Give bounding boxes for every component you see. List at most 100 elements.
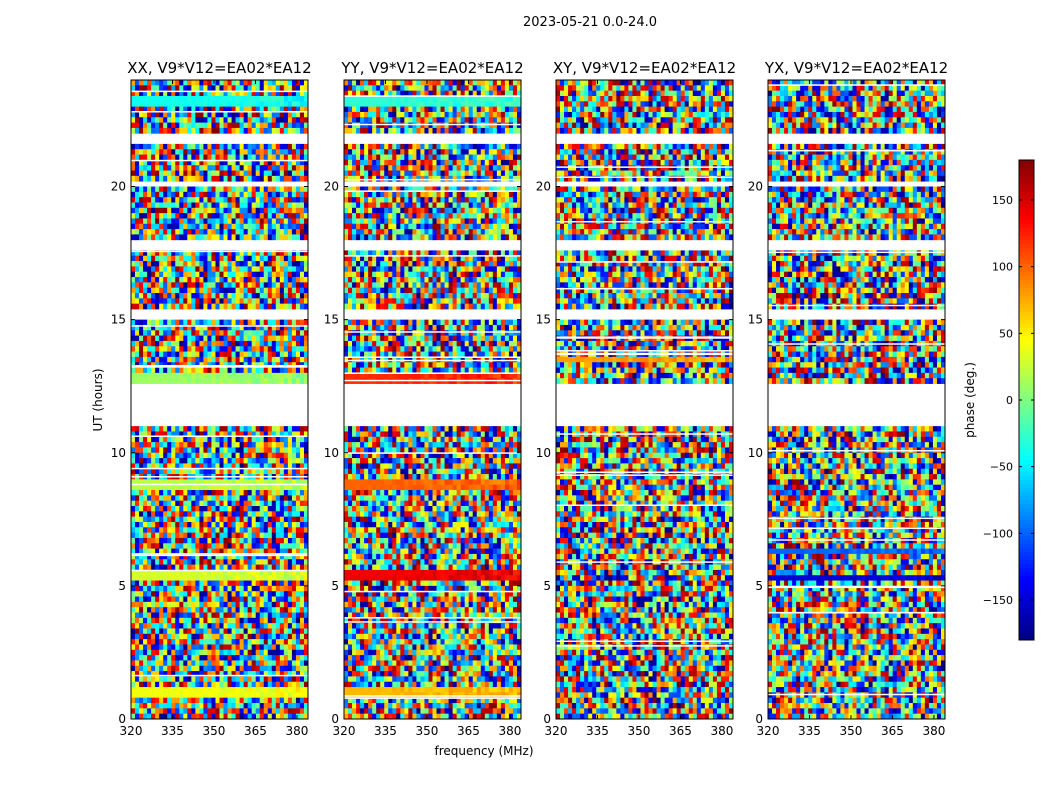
heatmap-cell	[147, 298, 152, 305]
heatmap-cell	[171, 452, 176, 459]
heatmap-cell	[159, 665, 164, 672]
heatmap-cell	[251, 537, 257, 544]
heatmap-cell	[171, 649, 176, 656]
heatmap-cell	[291, 564, 297, 571]
heatmap-cell	[155, 250, 160, 257]
heatmap-cell	[147, 559, 152, 565]
heatmap-cell	[131, 95, 136, 102]
heatmap-cell	[179, 532, 184, 539]
heatmap-cell	[275, 692, 281, 699]
heatmap-cell	[227, 713, 232, 720]
heatmap-cell	[179, 575, 184, 581]
heatmap-cell	[215, 229, 220, 235]
heatmap-cell	[171, 85, 176, 92]
heatmap-cell	[135, 378, 140, 384]
heatmap-cell	[239, 298, 245, 305]
heatmap-cell	[239, 111, 245, 118]
heatmap-cell	[295, 271, 301, 278]
heatmap-cell	[295, 356, 301, 363]
heatmap-cell	[255, 479, 261, 486]
heatmap-cell	[271, 255, 277, 262]
heatmap-cell	[299, 127, 305, 134]
heatmap-cell	[199, 287, 204, 294]
heatmap-cell	[163, 191, 168, 198]
heatmap-cell	[231, 213, 236, 219]
heatmap-cell	[139, 356, 144, 363]
heatmap-cell	[143, 553, 148, 560]
heatmap-cell	[191, 623, 196, 629]
heatmap-cell	[259, 229, 265, 235]
heatmap-cell	[287, 585, 293, 592]
heatmap-cell	[263, 85, 269, 92]
heatmap-cell	[239, 154, 245, 161]
heatmap-cell	[259, 681, 265, 688]
heatmap-cell	[388, 111, 393, 118]
heatmap-cell	[239, 378, 245, 384]
heatmap-cell	[287, 703, 293, 709]
heatmap-cell	[211, 346, 216, 352]
heatmap-cell	[175, 436, 180, 443]
heatmap-cell	[352, 85, 357, 92]
heatmap-cell	[263, 298, 269, 305]
heatmap-cell	[239, 559, 245, 565]
heatmap-cell	[215, 95, 220, 102]
heatmap-cell	[207, 580, 212, 587]
heatmap-cell	[295, 511, 301, 518]
heatmap-cell	[219, 511, 224, 518]
heatmap-cell	[247, 335, 253, 342]
heatmap-cell	[251, 708, 257, 715]
heatmap-cell	[271, 154, 277, 161]
heatmap-cell	[131, 106, 136, 113]
heatmap-cell	[299, 665, 305, 672]
heatmap-cell	[199, 324, 204, 331]
heatmap-cell	[171, 580, 176, 587]
heatmap-cell	[143, 330, 148, 336]
heatmap-cell	[147, 277, 152, 283]
heatmap-cell	[147, 692, 152, 699]
heatmap-cell	[291, 687, 297, 693]
heatmap-cell	[235, 159, 241, 166]
heatmap-cell	[275, 303, 281, 310]
heatmap-cell	[251, 495, 257, 502]
heatmap-cell	[171, 186, 176, 193]
heatmap-cell	[247, 271, 253, 278]
heatmap-cell	[135, 106, 140, 113]
heatmap-cell	[364, 95, 369, 102]
heatmap-cell	[247, 426, 253, 432]
heatmap-cell	[247, 319, 253, 326]
heatmap-cell	[131, 575, 136, 581]
heatmap-cell	[303, 367, 309, 374]
heatmap-cell	[163, 223, 168, 230]
heatmap-cell	[155, 431, 160, 438]
heatmap-cell	[287, 170, 293, 177]
heatmap-cell	[275, 649, 281, 656]
heatmap-cell	[408, 106, 413, 113]
heatmap-cell	[512, 95, 518, 102]
heatmap-cell	[259, 80, 265, 86]
heatmap-cell	[155, 649, 160, 656]
heatmap-cell	[143, 591, 148, 597]
heatmap-cell	[231, 106, 236, 113]
heatmap-cell	[131, 154, 136, 161]
heatmap-cell	[368, 111, 373, 118]
heatmap-cell	[131, 202, 136, 209]
heatmap-cell	[291, 601, 297, 608]
heatmap-cell	[155, 149, 160, 155]
heatmap-cell	[227, 95, 232, 102]
heatmap-cell	[207, 197, 212, 203]
heatmap-cell	[275, 367, 281, 374]
heatmap-cell	[187, 186, 192, 193]
heatmap-cell	[279, 234, 285, 241]
heatmap-cell	[267, 250, 273, 257]
heatmap-cell	[187, 127, 192, 134]
heatmap-cell	[484, 80, 490, 86]
heatmap-cell	[291, 143, 297, 150]
heatmap-cell	[167, 580, 172, 587]
panel-frame	[130, 79, 309, 720]
heatmap-cell	[299, 271, 305, 278]
heatmap-cell	[179, 293, 184, 299]
heatmap-cell	[163, 527, 168, 534]
heatmap-cell	[247, 708, 253, 715]
heatmap-cell	[283, 149, 289, 155]
heatmap-cell	[271, 681, 277, 688]
